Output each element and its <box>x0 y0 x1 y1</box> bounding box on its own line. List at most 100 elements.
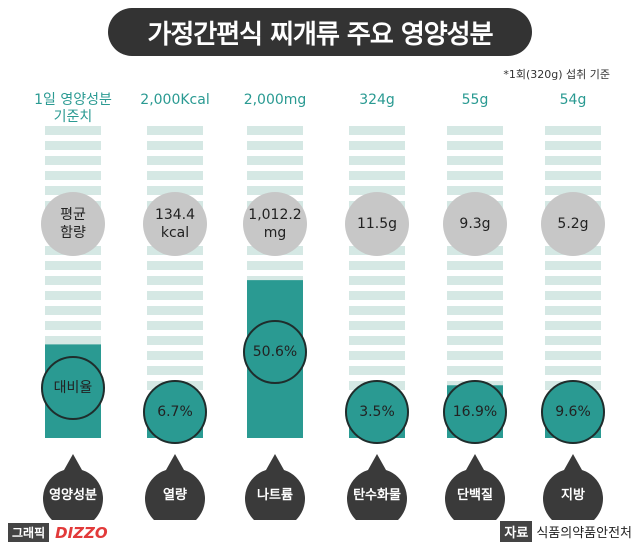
bar-stripe <box>349 321 405 330</box>
reference-label: 324g <box>359 92 395 108</box>
category-badge: 단백질 <box>440 454 510 520</box>
category-label: 탄수화물 <box>353 487 401 503</box>
chart-title: 가정간편식 찌개류 주요 영양성분 <box>108 8 532 56</box>
source: 자료 식품의약품안전처 <box>500 521 632 542</box>
bar-stripe <box>545 141 601 150</box>
bar-stripe <box>447 141 503 150</box>
bar-stripe <box>447 156 503 165</box>
category-badge: 영양성분 <box>38 454 108 520</box>
reference-label: 55g <box>461 92 489 108</box>
bar-stripe <box>349 171 405 180</box>
brand-tag: 그래픽 <box>8 523 50 542</box>
bar-stripe <box>447 291 503 300</box>
droplet-icon <box>347 454 407 520</box>
bar-stripe <box>247 126 303 135</box>
serving-note: *1회(320g) 섭취 기준 <box>503 68 610 81</box>
brand-logo: DIZZO <box>55 523 108 542</box>
bar-stripe <box>247 171 303 180</box>
category-badge: 열량 <box>140 454 210 520</box>
droplet-icon <box>445 454 505 520</box>
bar-stripe <box>545 156 601 165</box>
bar-stripe <box>545 336 601 345</box>
brand: 그래픽 DIZZO <box>8 523 108 542</box>
reference-label: 2,000mg <box>243 92 307 108</box>
bar-stripe <box>45 186 101 195</box>
bar-stripe <box>147 366 203 375</box>
bar-stripe <box>45 321 101 330</box>
bar-stripe <box>147 306 203 315</box>
bar-stripe <box>147 171 203 180</box>
bar-stripe <box>147 291 203 300</box>
bar-stripe <box>447 306 503 315</box>
bar-stripe <box>45 141 101 150</box>
source-text: 식품의약품안전처 <box>536 526 632 541</box>
bar-stripe <box>349 156 405 165</box>
avg-content-circle: 11.5g <box>345 192 409 256</box>
bar-stripe <box>545 171 601 180</box>
bar-stripe <box>545 276 601 285</box>
ratio-circle: 16.9% <box>443 380 507 444</box>
bar-stripe <box>147 126 203 135</box>
bar-stripe <box>447 366 503 375</box>
bar-stripe <box>45 306 101 315</box>
droplet-icon <box>145 454 205 520</box>
bar-stripe <box>349 261 405 270</box>
category-badge: 지방 <box>538 454 608 520</box>
bar-stripe <box>447 171 503 180</box>
avg-content-circle: 9.3g <box>443 192 507 256</box>
source-tag: 자료 <box>500 521 533 542</box>
bar-stripe <box>147 321 203 330</box>
bar-stripe <box>349 366 405 375</box>
bar-stripe <box>147 276 203 285</box>
bar-stripe <box>545 291 601 300</box>
category-label: 단백질 <box>457 487 493 503</box>
avg-row-label: 평균 함량 <box>41 192 105 256</box>
bar-stripe <box>147 156 203 165</box>
bar-stripe <box>147 261 203 270</box>
bar-stripe <box>349 126 405 135</box>
bar-stripe <box>447 276 503 285</box>
droplet-icon <box>245 454 305 520</box>
bar-stripe <box>447 321 503 330</box>
bar-stripe <box>349 186 405 195</box>
bar-stripe <box>45 126 101 135</box>
avg-content-circle: 5.2g <box>541 192 605 256</box>
ratio-circle: 50.6% <box>243 320 307 385</box>
bar-stripe <box>545 186 601 195</box>
bar-stripe <box>349 336 405 345</box>
bar-stripe <box>545 261 601 270</box>
ratio-circle: 3.5% <box>345 380 409 444</box>
bar-stripe <box>45 156 101 165</box>
bar-stripe <box>147 336 203 345</box>
bar-stripe <box>349 306 405 315</box>
bar-stripe <box>349 141 405 150</box>
bar-stripe <box>349 351 405 360</box>
bar-stripe <box>247 186 303 195</box>
bar-stripe <box>45 291 101 300</box>
bar-stripe <box>45 336 101 345</box>
bar-stripe <box>45 276 101 285</box>
droplet-icon <box>43 454 103 520</box>
category-badge: 탄수화물 <box>342 454 412 520</box>
bar-stripe <box>147 141 203 150</box>
category-label: 나트륨 <box>257 487 293 503</box>
bar-stripe <box>447 186 503 195</box>
droplet-icon <box>543 454 603 520</box>
bar-stripe <box>45 261 101 270</box>
bar-stripe <box>447 336 503 345</box>
bar-stripe <box>147 186 203 195</box>
bar-stripe <box>349 276 405 285</box>
ratio-circle: 9.6% <box>541 380 605 444</box>
bar-stripe <box>247 261 303 270</box>
category-label: 지방 <box>561 487 585 503</box>
bar-stripe <box>447 261 503 270</box>
category-label: 열량 <box>163 487 187 503</box>
bar-stripe <box>247 141 303 150</box>
ratio-circle: 6.7% <box>143 380 207 444</box>
bar-stripe <box>447 126 503 135</box>
bar-stripe <box>545 321 601 330</box>
bar-stripe <box>147 351 203 360</box>
category-label: 영양성분 <box>49 487 97 503</box>
bar-stripe <box>247 156 303 165</box>
ratio-row-label: 대비율 <box>41 356 105 420</box>
